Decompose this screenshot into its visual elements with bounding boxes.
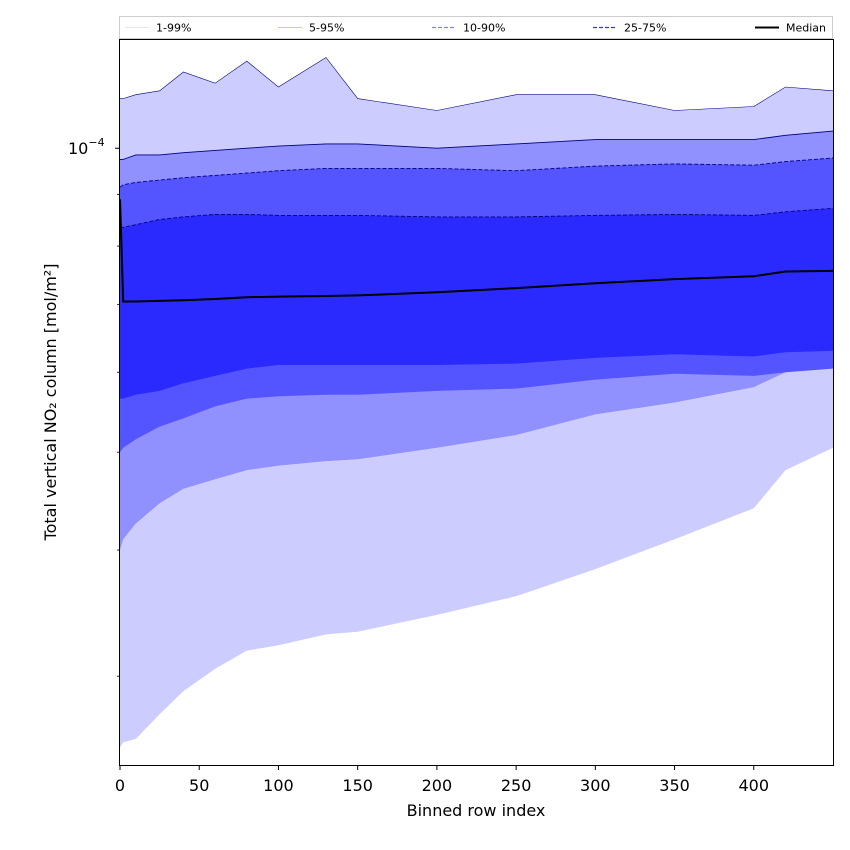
x-tick-label: 350 xyxy=(659,776,690,795)
median-layer xyxy=(119,199,834,303)
band-25-75 xyxy=(120,208,833,399)
legend-label: 10-90% xyxy=(463,22,505,35)
x-tick-label: 150 xyxy=(342,776,373,795)
x-tick-label: 0 xyxy=(115,776,125,795)
legend-item-5-95: 5-95% xyxy=(278,22,344,35)
x-tick-label: 250 xyxy=(501,776,532,795)
legend-item-25-75: 25-75% xyxy=(593,22,666,35)
x-tick-label: 50 xyxy=(189,776,209,795)
legend-item-10-90: 10-90% xyxy=(432,22,505,35)
legend-label: 1-99% xyxy=(156,22,191,35)
band-upper-edge xyxy=(120,207,834,228)
y-axis xyxy=(115,147,120,677)
band-upper-edge xyxy=(120,57,834,111)
x-axis: 0 50 100 150 200 250 300 350 400 xyxy=(115,765,769,795)
y-tick-exponent: −4 xyxy=(88,136,104,149)
x-tick-label: 200 xyxy=(422,776,453,795)
band-upper-edge xyxy=(120,130,834,160)
legend-label: 5-95% xyxy=(309,22,344,35)
x-tick-label: 100 xyxy=(263,776,294,795)
y-tick-label-1e-4: 10−4 xyxy=(68,136,105,158)
y-tick-base: 10 xyxy=(68,139,88,158)
svg-text:10−4: 10−4 xyxy=(68,136,105,158)
x-tick-label: 300 xyxy=(580,776,611,795)
plot-frame xyxy=(119,39,834,766)
y-axis-label: Total vertical NO₂ column [mol/m²] xyxy=(41,264,60,542)
x-axis-label: Binned row index xyxy=(407,801,546,820)
legend-label: 25-75% xyxy=(624,22,666,35)
x-tick-label: 400 xyxy=(739,776,770,795)
legend-item-1-99: 1-99% xyxy=(125,22,191,35)
bands-layer xyxy=(119,57,834,748)
legend-label: Median xyxy=(786,22,826,35)
band-upper-edge xyxy=(119,157,834,188)
legend-box xyxy=(119,16,833,39)
legend: 1-99% 5-95% 10-90% 25-75% Median xyxy=(119,16,833,39)
legend-item-median: Median xyxy=(755,22,826,35)
median-line xyxy=(119,199,834,303)
